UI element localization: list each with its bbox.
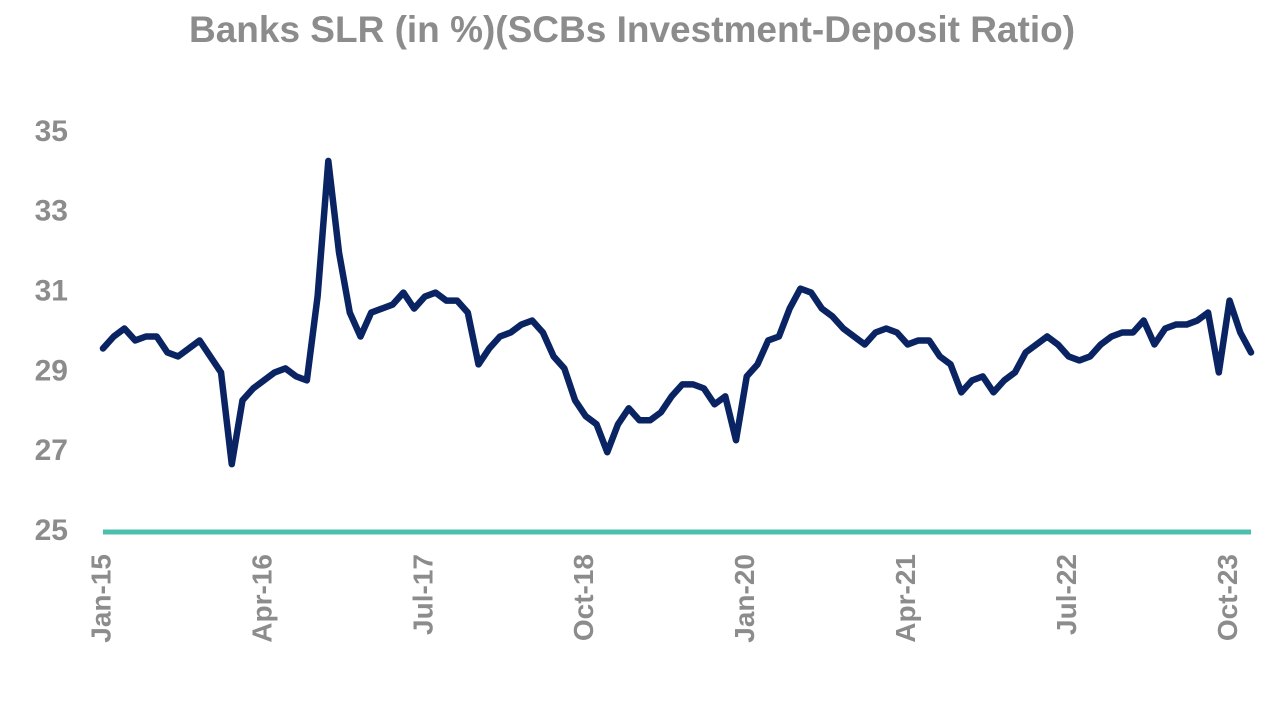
chart-title: Banks SLR (in %)(SCBs Investment-Deposit…	[189, 9, 1075, 50]
x-tick-label: Oct-18	[568, 554, 599, 641]
x-tick-label: Apr-16	[246, 554, 277, 643]
x-tick-label: Jan-20	[729, 554, 760, 643]
y-tick-label: 31	[35, 275, 68, 308]
x-tick-label: Jan-15	[85, 554, 116, 643]
y-tick-label: 25	[35, 514, 68, 547]
x-tick-label: Jul-17	[407, 554, 438, 635]
y-tick-label: 33	[35, 195, 68, 228]
x-tick-label: Apr-21	[890, 554, 921, 643]
x-tick-label: Jul-22	[1051, 554, 1082, 635]
data-line	[99, 157, 1255, 468]
x-tick-label: Oct-23	[1212, 554, 1243, 641]
y-tick-label: 29	[35, 354, 68, 387]
y-tick-label: 27	[35, 434, 68, 467]
y-tick-label: 35	[35, 115, 68, 148]
